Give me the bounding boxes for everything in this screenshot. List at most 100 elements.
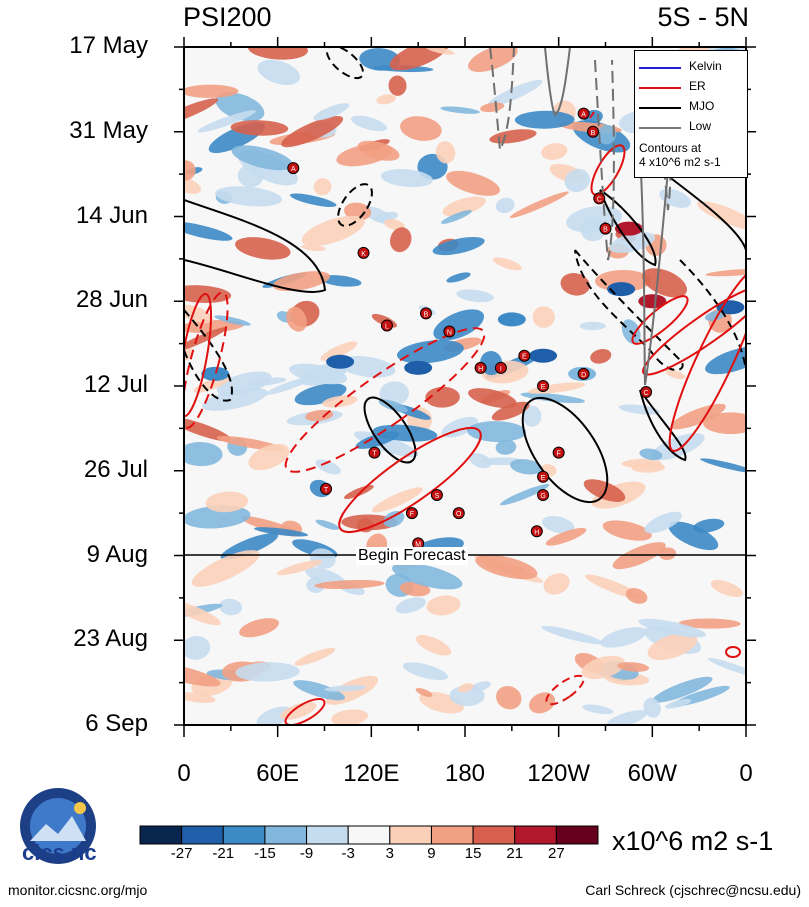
storm-symbol [357, 246, 370, 259]
anomaly-blob [639, 448, 663, 461]
storm-id: N [447, 330, 452, 337]
anomaly-blob [532, 306, 555, 328]
anomaly-blob [449, 685, 485, 706]
anomaly-blob [600, 627, 647, 648]
storm-marker: A [577, 107, 590, 120]
storm-id: E [522, 354, 527, 361]
anomaly-blob [500, 484, 550, 506]
colorbar-label: 27 [548, 845, 565, 862]
storm-id: E [541, 384, 546, 391]
mjo-contour [599, 189, 657, 267]
anomaly-blob [184, 636, 211, 660]
anomaly-blob [372, 424, 438, 442]
colorbar-swatch [430, 825, 474, 845]
storm-marker: M [412, 537, 425, 550]
footer-url[interactable]: monitor.cicsnc.org/mjo [8, 882, 148, 898]
mjo-contour [363, 396, 417, 464]
anomaly-blob [510, 459, 543, 475]
anomaly-blob [257, 59, 301, 85]
storm-marker: D [577, 367, 590, 380]
anomaly-blob [383, 510, 405, 528]
anomaly-blob [489, 129, 537, 144]
anomaly-blob [380, 169, 433, 188]
low-contour [639, 149, 669, 386]
anomaly-blob [543, 573, 570, 595]
anomaly-blob [301, 215, 365, 246]
x-tick-label: 120W [527, 760, 590, 787]
anomaly-blob [324, 685, 367, 692]
anomaly-blob [247, 47, 308, 60]
storm-symbol [599, 222, 612, 235]
er-contour [589, 111, 595, 119]
anomaly-blob [215, 186, 283, 207]
y-tick-label: 9 Aug [86, 540, 148, 568]
storm-symbol [537, 470, 550, 483]
anomaly-blob [480, 102, 505, 113]
storm-marker: F [552, 446, 565, 459]
anomaly-blob [184, 98, 219, 126]
y-tick-label: 31 May [69, 116, 148, 144]
storm-id: H [478, 366, 483, 373]
storm-id: S [435, 493, 440, 500]
anomaly-blob [254, 527, 309, 537]
storm-id: F [557, 451, 561, 458]
anomaly-blob [231, 145, 294, 171]
colorbar-label: 9 [427, 845, 436, 862]
anomaly-blob [384, 219, 405, 231]
storm-marker: E [537, 470, 550, 483]
storm-id: F [410, 511, 414, 518]
storm-id: B [424, 311, 429, 318]
x-tick-label: 60W [627, 760, 677, 787]
storm-marker: O [452, 507, 465, 520]
mjo-contour [679, 259, 746, 371]
anomaly-core [326, 354, 355, 369]
legend-line [639, 127, 681, 129]
anomaly-blob [707, 657, 746, 678]
anomaly-blob [668, 521, 719, 551]
anomaly-blob [184, 176, 201, 194]
anomaly-blob [305, 409, 334, 422]
storm-id: O [456, 511, 462, 518]
anomaly-blob [579, 321, 606, 331]
anomaly-blob [356, 518, 375, 533]
anomaly-blob [581, 655, 626, 680]
colorbar-swatch [181, 825, 224, 845]
anomaly-blob [315, 459, 341, 475]
anomaly-blob [631, 462, 666, 473]
storm-marker: H [474, 361, 487, 374]
anomaly-blob [220, 533, 279, 560]
anomaly-blob [496, 686, 522, 710]
anomaly-blob [426, 595, 461, 616]
forecast-label: Begin Forecast [356, 547, 468, 565]
storm-id: I [500, 366, 502, 373]
storm-id: G [540, 493, 545, 500]
storm-id: B [603, 227, 608, 234]
anomaly-blob [313, 178, 332, 196]
storm-symbol [474, 361, 487, 374]
anomaly-blob [392, 562, 463, 590]
anomaly-blob [441, 210, 472, 224]
anomaly-blob [301, 244, 326, 251]
anomaly-blob [625, 588, 648, 604]
anomaly-blob [580, 217, 606, 242]
logo-text: cics.nc [22, 840, 97, 865]
storm-symbol [494, 361, 507, 374]
anomaly-blob [456, 289, 494, 303]
anomaly-blob [293, 680, 346, 701]
storm-marker: C [640, 386, 653, 399]
anomaly-blob [350, 115, 388, 132]
anomaly-blob [658, 547, 677, 561]
anomaly-blob [265, 375, 316, 395]
colorbar-swatch [472, 825, 516, 845]
anomaly-blob [216, 371, 272, 396]
storm-symbol [552, 446, 565, 459]
storm-marker: C [593, 192, 606, 205]
anomaly-blob [320, 341, 358, 361]
x-tick-label: 120E [343, 760, 400, 787]
storm-symbol [405, 507, 418, 520]
anomaly-blob [202, 387, 268, 411]
storm-symbol [368, 446, 381, 459]
anomaly-core [201, 366, 230, 381]
er-contour [642, 284, 746, 376]
